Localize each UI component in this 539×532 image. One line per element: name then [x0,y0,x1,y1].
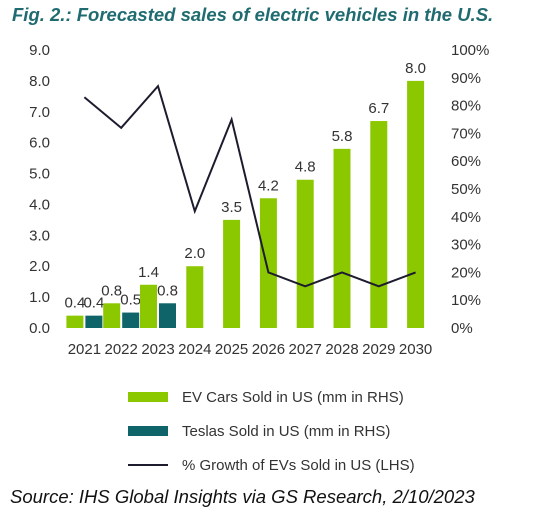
legend-label-growth: % Growth of EVs Sold in US (LHS) [182,456,415,474]
chart-title: Fig. 2.: Forecasted sales of electric ve… [12,4,494,25]
data-label-ev-cars: 0.4 [64,295,85,312]
legend-swatch-growth [128,464,168,466]
legend-item-growth: % Growth of EVs Sold in US (LHS) [128,448,415,482]
data-label-teslas: 0.8 [157,282,178,299]
y-right-tick-label: 40% [451,209,481,226]
y-left-tick-label: 0.0 [29,320,50,337]
data-label-ev-cars: 0.8 [101,282,122,299]
x-tick-label: 2025 [215,341,248,358]
x-tick-label: 2026 [252,341,285,358]
growth-line-group [83,84,416,288]
legend-item-tesla: Teslas Sold in US (mm in RHS) [128,414,415,448]
y-left-tick-label: 8.0 [29,73,50,90]
bar-ev-cars [66,315,84,328]
bar-ev-cars [296,179,314,328]
y-right-tick-label: 20% [451,264,481,281]
x-tick-label: 2028 [325,341,358,358]
data-label-teslas: 0.4 [83,295,104,312]
legend-label-tesla: Teslas Sold in US (mm in RHS) [182,422,391,440]
x-tick-label: 2029 [362,341,395,358]
bar-ev-cars [333,148,351,328]
bar-ev-cars [370,121,388,329]
y-left-tick-label: 2.0 [29,258,50,275]
bar-ev-cars [407,80,425,328]
legend-label-ev: EV Cars Sold in US (mm in RHS) [182,388,404,406]
x-tick-label: 2022 [105,341,138,358]
y-right-tick-label: 90% [451,70,481,87]
x-tick-label: 2021 [68,341,101,358]
x-tick-label: 2024 [178,341,211,358]
data-label-ev-cars: 1.4 [138,264,159,281]
legend-swatch-ev [128,392,168,402]
x-axis: 2021 2022 2023 2024 2025 2026 2027 2028 2029 2030 [68,341,433,358]
bar-ev-cars [223,219,241,328]
y-left-tick-label: 1.0 [29,289,50,306]
y-right-tick-label: 60% [451,153,481,170]
bar-ev-cars [140,284,157,328]
y-right-tick-label: 30% [451,237,481,254]
y-right-tick-label: 0% [451,320,473,337]
data-label-teslas: 0.5 [120,292,141,309]
chart-plot: 9.0 8.0 7.0 6.0 5.0 4.0 3.0 2.0 1.0 0.0 100% 90% 80… [29,42,489,358]
y-left-tick-label: 9.0 [29,42,50,59]
legend-item-ev: EV Cars Sold in US (mm in RHS) [128,380,415,414]
y-right-tick-label: 80% [451,98,481,115]
bar-teslas [85,315,103,328]
data-label-ev-cars: 4.2 [258,177,279,194]
x-tick-label: 2023 [141,341,174,358]
data-label-ev-cars: 3.5 [221,199,242,216]
growth-line [83,84,416,288]
data-label-ev-cars: 6.7 [368,100,389,117]
x-tick-label: 2030 [399,341,432,358]
bar-ev-cars [103,303,121,328]
y-left-tick-label: 7.0 [29,104,50,121]
y-left-tick-label: 3.0 [29,227,50,244]
y-axis-right: 100% 90% 80% 70% 60% 50% 40% 30% 20% 10% 0% [451,42,489,337]
data-label-ev-cars: 4.8 [295,159,316,176]
legend-swatch-tesla [128,426,168,436]
data-label-ev-cars: 5.8 [332,128,353,145]
y-axis-left: 9.0 8.0 7.0 6.0 5.0 4.0 3.0 2.0 1.0 0.0 [29,42,50,337]
y-left-tick-label: 6.0 [29,135,50,152]
y-right-tick-label: 50% [451,181,481,198]
y-right-tick-label: 100% [451,42,489,59]
legend: EV Cars Sold in US (mm in RHS) Teslas So… [128,380,415,482]
data-label-ev-cars: 2.0 [184,245,205,262]
bar-ev-cars [186,266,204,328]
x-tick-label: 2027 [289,341,322,358]
bars-group: 0.40.40.80.51.40.82.03.54.24.85.86.78.0 [64,60,426,329]
y-right-tick-label: 70% [451,125,481,142]
y-right-tick-label: 10% [451,292,481,309]
y-left-tick-label: 5.0 [29,166,50,183]
source-note: Source: IHS Global Insights via GS Resea… [10,486,475,507]
bar-ev-cars [259,198,277,328]
data-label-ev-cars: 8.0 [405,60,426,77]
bar-teslas [159,303,176,328]
y-left-tick-label: 4.0 [29,196,50,213]
bar-teslas [122,312,140,328]
